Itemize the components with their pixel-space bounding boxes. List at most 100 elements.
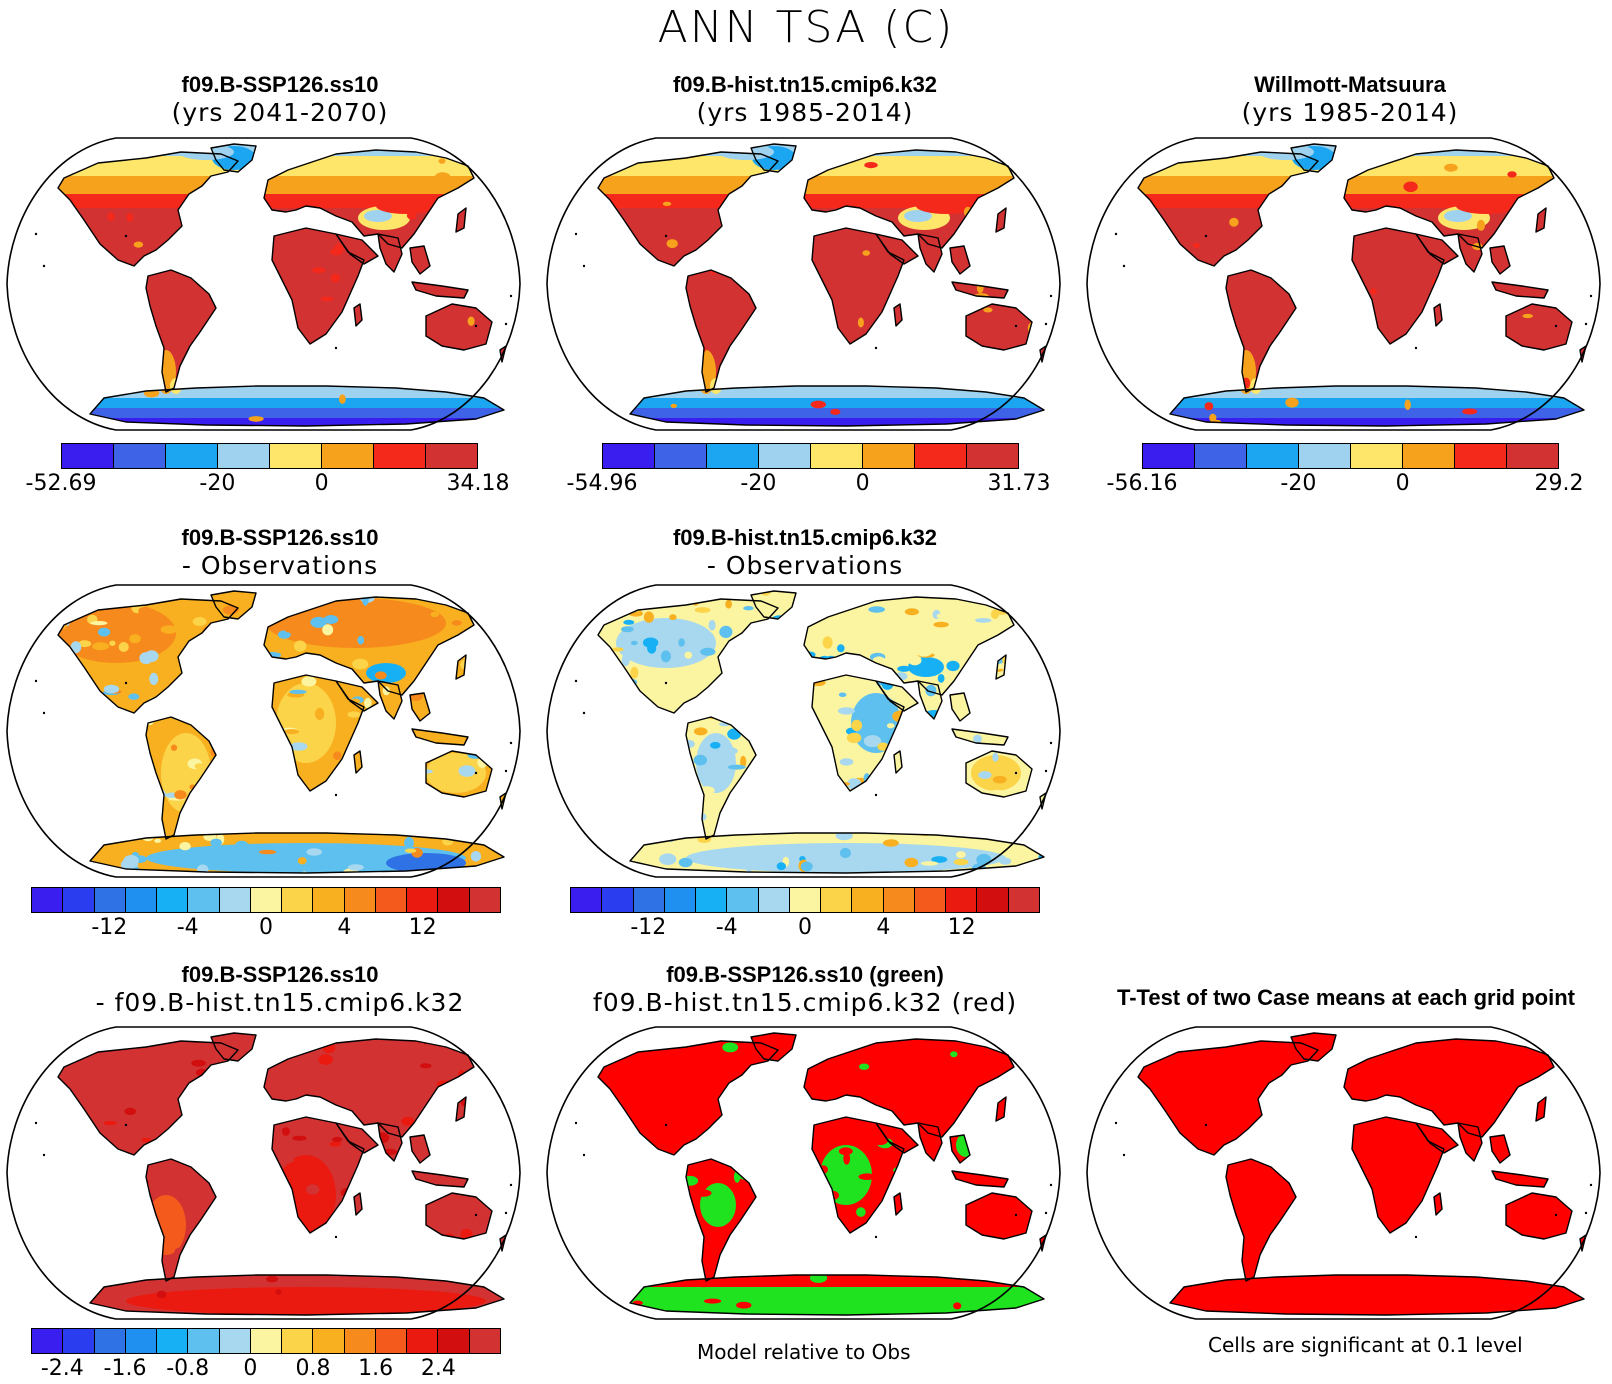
- map-panel7-svg: [6, 1026, 521, 1320]
- coastlines: [57, 590, 507, 874]
- colorbar-swatch: [664, 888, 697, 912]
- colorbar-swatch: [282, 888, 314, 912]
- main-title: ANN TSA (C): [657, 2, 955, 53]
- panel3-title-line2: (yrs 1985-2014): [1241, 98, 1459, 127]
- colorbar-label: 0: [1395, 471, 1410, 496]
- colorbar-swatch: [707, 444, 759, 468]
- colorbar-label: -2.4: [40, 1356, 84, 1381]
- colorbar-label: 12: [947, 915, 976, 940]
- colorbar-panel7: -2.4 -1.6 -0.8 0 0.8 1.6 2.4: [31, 1328, 501, 1384]
- colorbar-swatch: [94, 1329, 126, 1353]
- colorbar-label: 31.73: [987, 471, 1051, 496]
- map-panel4-svg: [6, 584, 521, 878]
- colorbar-boxes: [31, 1328, 501, 1354]
- colorbar-swatch: [602, 888, 634, 912]
- colorbar-swatch: [883, 888, 915, 912]
- colorbar-swatch: [946, 888, 978, 912]
- colorbar-label: -12: [91, 915, 128, 940]
- colorbar-boxes: [1142, 443, 1559, 469]
- colorbar-label: -20: [740, 471, 777, 496]
- colorbar-swatch: [603, 444, 655, 468]
- colorbar-swatch: [821, 888, 853, 912]
- colorbar-swatch: [63, 888, 95, 912]
- coastlines: [597, 143, 1047, 427]
- colorbar-swatch: [114, 444, 166, 468]
- colorbar-label: 34.18: [446, 471, 510, 496]
- colorbar-swatch: [407, 1329, 439, 1353]
- colorbar-panel4: -12 -4 0 4 12: [31, 887, 501, 943]
- colorbar-boxes: [602, 443, 1019, 469]
- panel3-title-line1: Willmott-Matsuura: [1254, 72, 1446, 97]
- colorbar-swatch: [655, 444, 707, 468]
- colorbar-swatch: [32, 1329, 64, 1353]
- colorbar-swatch: [188, 1329, 220, 1353]
- colorbar-label: -0.8: [166, 1356, 210, 1381]
- colorbar-swatch: [863, 444, 915, 468]
- map-panel1: [5, 135, 522, 432]
- colorbar-boxes: [570, 887, 1040, 913]
- map-panel4: [5, 582, 522, 879]
- colorbar-swatch: [157, 888, 189, 912]
- map-frame: [6, 1026, 521, 1320]
- colorbar-swatch: [469, 888, 500, 912]
- colorbar-label: 0: [855, 471, 870, 496]
- map-panel2-svg: [546, 137, 1061, 431]
- colorbar-swatch: [250, 888, 283, 912]
- colorbar-swatch: [407, 888, 439, 912]
- colorbar-label: 4: [337, 915, 352, 940]
- colorbar-swatch: [967, 444, 1018, 468]
- colorbar-label: -20: [199, 471, 236, 496]
- coastlines: [597, 1032, 1047, 1316]
- colorbar-swatch: [250, 1329, 283, 1353]
- colorbar-label: 0.8: [295, 1356, 331, 1381]
- colorbar-label: 4: [876, 915, 891, 940]
- colorbar-boxes: [61, 443, 478, 469]
- colorbar-label: -4: [176, 915, 199, 940]
- colorbar-swatch: [789, 888, 822, 912]
- colorbar-label: 1.6: [358, 1356, 394, 1381]
- map-panel9: [1085, 1024, 1602, 1321]
- colorbar-panel1: -52.69 -20 0 34.18: [26, 443, 509, 499]
- map-panel8: [545, 1024, 1062, 1321]
- colorbar-swatch: [1403, 444, 1455, 468]
- map-frame: [546, 584, 1061, 878]
- footnote-model-relative: Model relative to Obs: [697, 1340, 911, 1364]
- map-frame: [6, 584, 521, 878]
- colorbar-swatch: [374, 444, 426, 468]
- map-frame: [1086, 1026, 1601, 1320]
- colorbar-label: 0: [314, 471, 329, 496]
- colorbar-label: -20: [1280, 471, 1317, 496]
- colorbar-swatch: [1195, 444, 1247, 468]
- colorbar-swatch: [1008, 888, 1039, 912]
- colorbar-swatch: [1351, 444, 1403, 468]
- colorbar-swatch: [438, 888, 470, 912]
- colorbar-swatch: [125, 888, 158, 912]
- map-panel1-svg: [6, 137, 521, 431]
- panel9-title: T-Test of two Case means at each grid po…: [1116, 985, 1575, 1010]
- colorbar-swatch: [375, 1329, 408, 1353]
- panel2-title: f09.B-hist.tn15.cmip6.k32 (yrs 1985-2014…: [565, 72, 1045, 128]
- colorbar-panel3: -56.16 -20 0 29.2: [1107, 443, 1583, 499]
- colorbar-label: 12: [408, 915, 437, 940]
- panel1-title-line1: f09.B-SSP126.ss10: [181, 72, 379, 97]
- map-frame: [6, 137, 521, 431]
- map-panel8-svg: [546, 1026, 1061, 1320]
- map-frame: [1086, 137, 1601, 431]
- colorbar-swatch: [571, 888, 603, 912]
- map-panel5: [545, 582, 1062, 879]
- colorbar-label: -56.16: [1106, 471, 1178, 496]
- colorbar-label: -1.6: [103, 1356, 147, 1381]
- panel5-title: f09.B-hist.tn15.cmip6.k32 - Observations: [565, 525, 1045, 581]
- panel8-title: f09.B-SSP126.ss10 (green) f09.B-hist.tn1…: [555, 962, 1055, 1018]
- colorbar-swatch: [696, 888, 728, 912]
- panel2-title-line1: f09.B-hist.tn15.cmip6.k32: [672, 72, 938, 97]
- panel8-title-line2: f09.B-hist.tn15.cmip6.k32 (red): [592, 988, 1018, 1017]
- colorbar-swatch: [915, 444, 967, 468]
- panel8-title-line1: f09.B-SSP126.ss10 (green): [666, 962, 944, 987]
- colorbar-swatch: [977, 888, 1009, 912]
- coastlines: [57, 1032, 507, 1316]
- map-frame: [546, 1026, 1061, 1320]
- colorbar-panel2: -54.96 -20 0 31.73: [567, 443, 1050, 499]
- colorbar-label: 0: [798, 915, 812, 940]
- colorbar-swatch: [759, 444, 811, 468]
